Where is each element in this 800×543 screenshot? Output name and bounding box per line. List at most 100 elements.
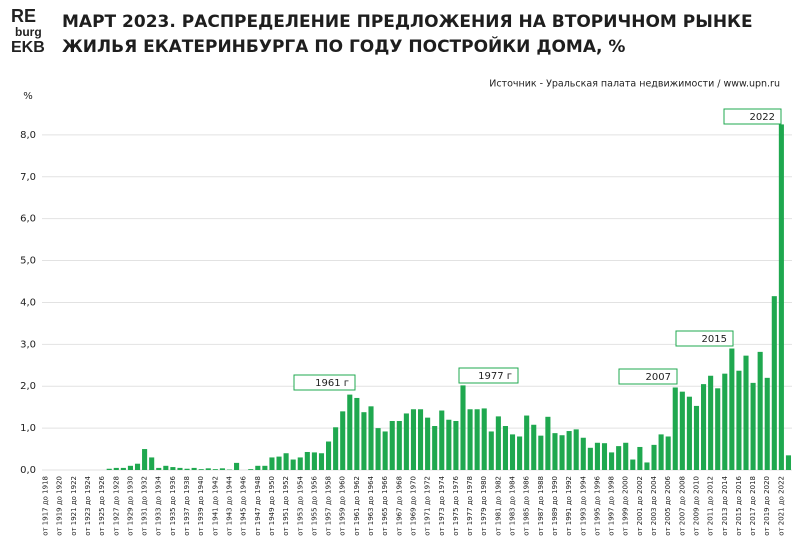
bar — [531, 424, 537, 470]
bar — [425, 417, 431, 470]
bar — [106, 468, 112, 470]
annotation-box — [293, 374, 356, 391]
bar — [637, 446, 643, 470]
y-tick-label: 0,0 — [20, 465, 36, 476]
annotation-box — [458, 367, 519, 384]
annotation: 2007 — [646, 372, 671, 383]
bar — [474, 409, 480, 470]
x-tick-label: от 1939 до 1940 — [197, 476, 205, 536]
bar — [326, 441, 332, 470]
bar — [184, 468, 190, 470]
bar — [481, 408, 487, 470]
x-tick-label: от 1969 до 1970 — [409, 476, 417, 536]
x-tick-label: от 1937 до 1938 — [183, 476, 191, 536]
bar — [771, 296, 777, 470]
x-tick-label: от 1933 до 1934 — [155, 475, 163, 535]
bar — [502, 426, 508, 470]
x-tick-label: от 1921 до 1922 — [70, 476, 78, 536]
bar — [750, 382, 756, 470]
y-tick-label: 5,0 — [20, 256, 36, 267]
bar — [679, 391, 685, 470]
y-axis-label: % — [23, 91, 33, 102]
source: Источник - Уральская палата недвижимости… — [489, 79, 780, 90]
x-tick-label: от 1943 до 1944 — [226, 475, 234, 535]
x-tick-label: от 1931 до 1932 — [141, 476, 149, 536]
bar — [276, 456, 282, 470]
logo-ekb: EKB — [11, 39, 45, 56]
y-tick-label: 4,0 — [20, 297, 36, 308]
bar — [743, 355, 749, 470]
x-tick-label: от 2013 до 2014 — [721, 475, 729, 535]
y-tick-label: 7,0 — [20, 172, 36, 183]
bar — [375, 428, 381, 470]
bar — [283, 453, 289, 470]
x-tick-label: от 1975 до 1976 — [452, 475, 460, 535]
bar — [340, 411, 346, 470]
x-tick-label: от 2011 до 2012 — [707, 476, 715, 536]
bar — [432, 426, 438, 470]
bar — [566, 431, 572, 470]
bar — [311, 452, 317, 470]
x-tick-label: от 1961 до 1962 — [353, 476, 361, 536]
bar — [453, 420, 459, 470]
bar — [304, 451, 310, 470]
bar — [248, 469, 254, 470]
y-tick-label: 6,0 — [20, 214, 36, 225]
x-tick-label: от 1965 до 1966 — [381, 475, 389, 535]
bar — [269, 457, 275, 470]
bar — [552, 433, 558, 470]
bar — [290, 459, 296, 470]
bar — [389, 420, 395, 470]
bar — [439, 410, 445, 470]
x-tick-label: от 1971 до 1972 — [424, 476, 432, 536]
x-tick-label: от 2005 до 2006 — [664, 475, 672, 535]
bar — [333, 427, 339, 470]
x-tick-label: от 1977 до 1978 — [466, 476, 474, 536]
bar — [701, 384, 707, 470]
bar — [630, 459, 636, 470]
x-tick-label: от 1997 до 1998 — [608, 476, 616, 536]
bar — [693, 405, 700, 470]
bar — [538, 435, 544, 470]
bar — [517, 436, 523, 470]
x-tick-label: от 1991 до 1992 — [565, 476, 573, 536]
x-tick-label: от 1925 до 1926 — [98, 475, 106, 535]
x-tick-label: от 1917 до 1918 — [42, 476, 50, 536]
bar — [488, 431, 494, 470]
bar — [644, 462, 650, 470]
bar — [545, 416, 551, 470]
bar — [149, 457, 155, 470]
x-tick-label: от 1953 до 1954 — [296, 475, 304, 535]
bar — [170, 467, 176, 470]
bar — [708, 375, 714, 470]
bar — [396, 420, 402, 470]
bar — [665, 436, 671, 470]
logo-re: RE — [11, 6, 36, 26]
bar — [191, 467, 197, 470]
bar — [722, 373, 728, 470]
bar — [616, 446, 622, 470]
bar — [594, 442, 600, 470]
bar — [736, 370, 742, 470]
x-tick-label: от 1987 до 1988 — [537, 476, 545, 536]
x-tick-label: от 1967 до 1968 — [395, 476, 403, 536]
bar — [177, 467, 183, 470]
bar — [368, 406, 374, 470]
bar — [524, 415, 530, 470]
bar — [120, 467, 126, 470]
logo-burg: burg — [15, 25, 42, 39]
bar — [764, 377, 770, 470]
bar — [785, 455, 792, 470]
x-tick-label: от 1981 до 1982 — [494, 476, 502, 536]
bar — [361, 412, 367, 470]
x-tick-label: от 1973 до 1974 — [438, 475, 446, 535]
bar — [142, 449, 148, 470]
y-tick-label: 8,0 — [20, 130, 36, 141]
x-tick-label: от 1995 до 1996 — [593, 475, 601, 535]
bar — [318, 453, 325, 470]
bar — [623, 442, 629, 470]
bar — [460, 385, 466, 470]
x-tick-label: от 1945 до 1946 — [240, 475, 248, 535]
bar — [417, 409, 424, 470]
x-tick-label: от 1927 до 1928 — [112, 476, 120, 536]
